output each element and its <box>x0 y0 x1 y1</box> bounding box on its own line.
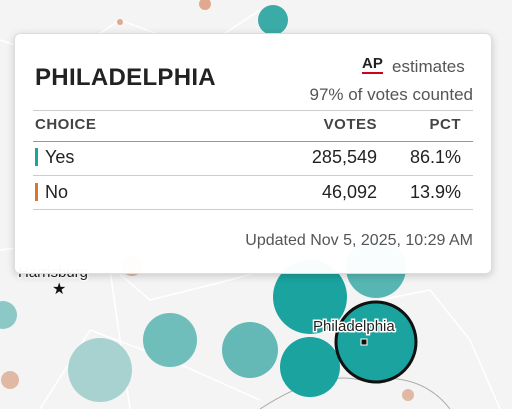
city-label: Philadelphia <box>313 318 395 335</box>
column-header: CHOICE <box>35 116 97 133</box>
choice: No <box>45 182 69 202</box>
choice-swatch <box>35 148 38 166</box>
votes: 46,092 <box>321 182 377 202</box>
column-header: VOTES <box>323 116 377 133</box>
percent: 13.9% <box>409 182 461 202</box>
choice-swatch <box>35 183 38 201</box>
tooltip: PHILADELPHIA AP estimates 97% of votes c… <box>14 33 492 274</box>
votes: 285,549 <box>311 147 377 167</box>
votes-counted: 97% of votes counted <box>309 85 473 104</box>
source-note: estimates <box>392 57 465 76</box>
source-logo: AP <box>362 55 383 74</box>
updated-time: Updated Nov 5, 2025, 10:29 AM <box>245 232 473 249</box>
divider <box>33 209 473 210</box>
choice: Yes <box>45 147 75 167</box>
svg-text:★: ★ <box>52 281 66 298</box>
tooltip-title: PHILADELPHIA <box>35 64 216 91</box>
divider <box>33 175 473 176</box>
column-header: PCT <box>429 116 461 133</box>
percent: 86.1% <box>409 147 461 167</box>
divider <box>33 141 473 142</box>
divider <box>33 110 473 111</box>
